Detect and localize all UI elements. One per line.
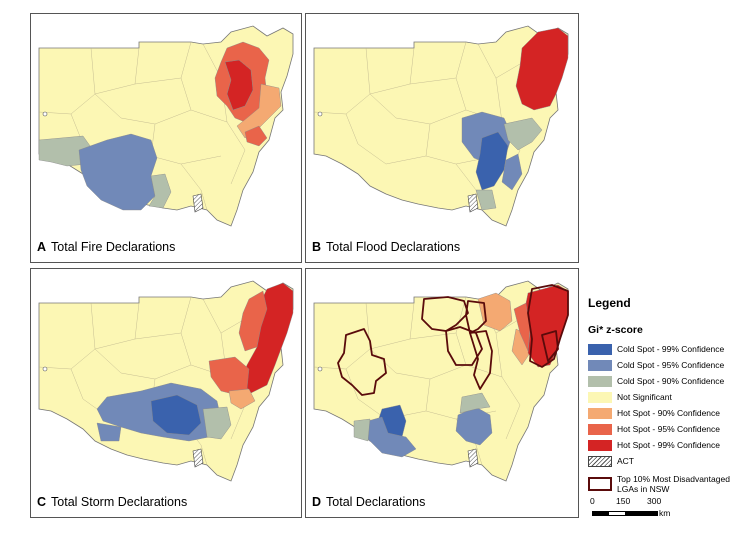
coldspot-95-west — [96, 422, 122, 442]
legend-item-hotspot-95: Hot Spot - 95% Confidence — [588, 421, 748, 437]
disadvantaged-lga-north-1 — [421, 296, 469, 332]
map-panel-storm: C Total Storm Declarations — [30, 268, 302, 518]
legend-swatch-outline — [588, 477, 612, 491]
legend-swatch — [588, 407, 612, 419]
act-region — [192, 193, 204, 213]
coldspot-90-coast — [503, 117, 543, 151]
scale-tick-300: 300 — [647, 496, 662, 506]
coldspot-90-east — [202, 406, 232, 440]
scale-bar-graphic — [592, 511, 658, 516]
legend-item-hotspot-99: Hot Spot - 99% Confidence — [588, 437, 748, 453]
panel-letter-d: D — [312, 495, 322, 509]
coldspot-90-west — [353, 418, 371, 442]
scale-tick-150: 150 — [616, 496, 631, 506]
legend-item-act: ACT — [588, 453, 748, 469]
legend-label: Hot Spot - 95% Confidence — [617, 424, 721, 434]
legend-item-coldspot-99: Cold Spot - 99% Confidence — [588, 341, 748, 357]
legend-label: Not Significant — [617, 392, 672, 402]
panel-caption-c: C Total Storm Declarations — [37, 495, 187, 509]
map-panel-flood: B Total Flood Declarations — [305, 13, 579, 263]
scale-tick-0: 0 — [590, 496, 595, 506]
legend-swatch — [588, 343, 612, 355]
disadvantaged-lga-north-2 — [465, 300, 487, 334]
scale-unit: km — [659, 508, 671, 518]
coldspot-90-central — [459, 392, 491, 414]
coldspot-99-central — [150, 394, 202, 436]
disadvantaged-lga-west — [337, 328, 387, 396]
disadvantaged-lga-outlines — [337, 284, 569, 396]
panel-caption-b: B Total Flood Declarations — [312, 240, 460, 254]
hotspot-95-north — [513, 302, 531, 352]
legend-title: Legend — [588, 296, 631, 310]
panel-title-a: Total Fire Declarations — [51, 240, 176, 254]
legend-label: Cold Spot - 95% Confidence — [617, 360, 725, 370]
coldspot-90-west — [38, 135, 94, 167]
panel-letter-b: B — [312, 240, 322, 254]
legend-label: ACT — [617, 456, 634, 466]
legend-item-not-significant: Not Significant — [588, 389, 748, 405]
disadvantaged-lga-north-4 — [469, 330, 493, 390]
map-panel-total: D Total Declarations — [305, 268, 579, 518]
legend-label: Cold Spot - 90% Confidence — [617, 376, 725, 386]
legend-swatch — [588, 439, 612, 451]
legend-item-coldspot-90: Cold Spot - 90% Confidence — [588, 373, 748, 389]
legend-label: Hot Spot - 90% Confidence — [617, 408, 721, 418]
legend-item-disadvantaged: Top 10% Most Disadvantaged LGAs in NSW — [588, 471, 748, 497]
coldspot-95-coast — [501, 153, 523, 191]
hotspot-95-north — [238, 290, 268, 352]
act-region — [467, 193, 479, 213]
panel-caption-d: D Total Declarations — [312, 495, 425, 509]
legend-label: Top 10% Most Disadvantaged LGAs in NSW — [617, 474, 730, 494]
act-region — [192, 448, 204, 468]
map-panel-fire: A Total Fire Declarations — [30, 13, 302, 263]
coldspot-99-central — [475, 131, 509, 191]
legend-item-hotspot-90: Hot Spot - 90% Confidence — [588, 405, 748, 421]
legend-swatch-hatch — [588, 455, 612, 467]
panel-title-d: Total Declarations — [326, 495, 426, 509]
legend-label: Hot Spot - 99% Confidence — [617, 440, 721, 450]
legend-swatch — [588, 423, 612, 435]
coldspot-90-south — [148, 173, 172, 209]
legend-swatch — [588, 359, 612, 371]
map-legend: Legend Gi* z-score Cold Spot - 99% Confi… — [588, 296, 748, 497]
scale-bar: 0 150 300 km — [590, 496, 690, 522]
act-region — [467, 448, 479, 468]
panel-caption-a: A Total Fire Declarations — [37, 240, 175, 254]
legend-label: Cold Spot - 99% Confidence — [617, 344, 725, 354]
hotspot-95-coast — [244, 125, 268, 147]
hotspot-90-coast — [228, 388, 256, 410]
coldspot-90-south — [475, 189, 497, 211]
panel-letter-a: A — [37, 240, 47, 254]
legend-item-coldspot-95: Cold Spot - 95% Confidence — [588, 357, 748, 373]
panel-title-c: Total Storm Declarations — [51, 495, 188, 509]
disadvantaged-lga-coast — [541, 330, 559, 362]
legend-swatch — [588, 375, 612, 387]
panel-letter-c: C — [37, 495, 47, 509]
disadvantaged-lga-north-coast — [527, 284, 569, 368]
legend-subtitle: Gi* z-score — [588, 324, 643, 336]
coldspot-95-west — [367, 416, 417, 458]
hotspot-99-north — [515, 27, 569, 111]
panel-title-b: Total Flood Declarations — [326, 240, 461, 254]
legend-swatch — [588, 391, 612, 403]
